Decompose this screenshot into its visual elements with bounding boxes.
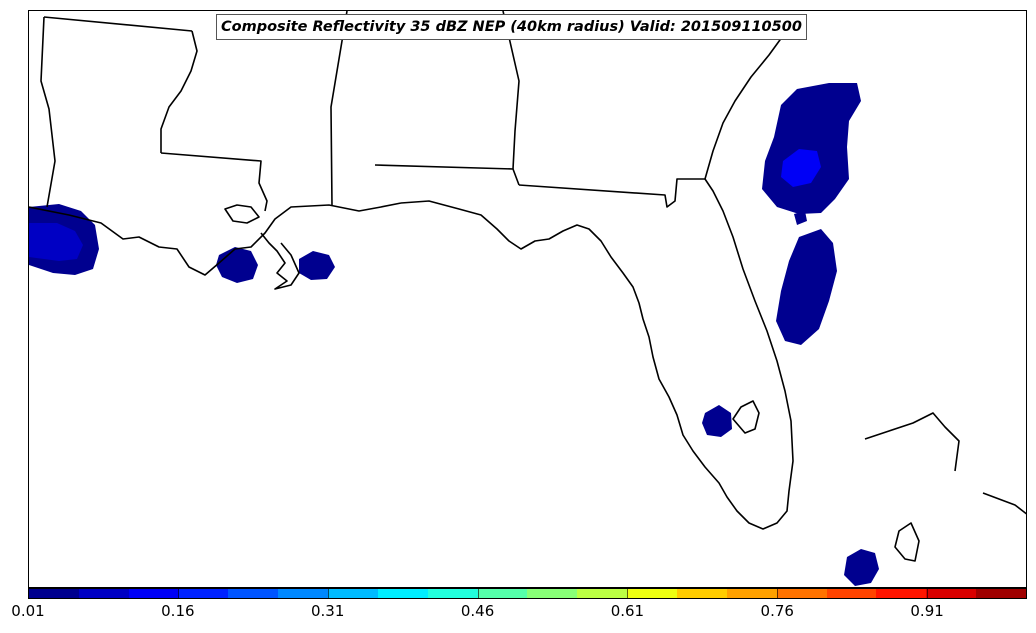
colorbar-segment	[676, 589, 727, 598]
prob-area-atlantic-north-core	[781, 149, 821, 187]
colorbar-segment	[78, 589, 129, 598]
louisiana-coast	[29, 202, 402, 276]
colorbar-tick-mark	[177, 588, 179, 599]
colorbar-segment	[377, 589, 428, 598]
colorbar-tick-mark	[777, 588, 779, 599]
colorbar-segment	[178, 589, 229, 598]
colorbar-segment	[876, 589, 927, 598]
andros-island	[894, 522, 920, 562]
colorbar-segment	[926, 589, 977, 598]
colorbar-tick-label: 0.76	[760, 602, 794, 620]
grand-bahama	[982, 492, 1026, 515]
prob-area-okeechobee	[702, 405, 732, 437]
alabama-florida-border	[374, 164, 520, 186]
probability-areas	[29, 83, 879, 586]
prob-area-atlantic-south	[776, 229, 837, 345]
colorbar	[28, 588, 1027, 599]
colorbar-segment	[627, 589, 677, 598]
mississippi-alabama-border	[330, 11, 348, 207]
coastlines-and-borders	[29, 11, 1026, 562]
colorbar-segment	[427, 589, 478, 598]
map-title: Composite Reflectivity 35 dBZ NEP (40km …	[216, 14, 807, 40]
map-canvas	[29, 11, 1026, 586]
map-panel	[28, 10, 1027, 588]
colorbar-tick-label: 0.46	[460, 602, 495, 620]
colorbar-segment	[976, 589, 1026, 598]
colorbar-segment	[328, 589, 378, 598]
colorbar-segment	[278, 589, 329, 598]
cuba-coast	[864, 412, 960, 472]
louisiana-west-edge	[40, 16, 56, 208]
colorbar-tick-mark	[327, 588, 329, 599]
colorbar-tick-mark	[477, 588, 479, 599]
colorbar-tick-label: 0.91	[910, 602, 944, 620]
colorbar-segment	[128, 589, 179, 598]
colorbar-segment	[776, 589, 827, 598]
colorbar-tick-label: 0.16	[161, 602, 195, 620]
colorbar-segment	[726, 589, 777, 598]
colorbar-tick-label: 0.31	[310, 602, 345, 620]
colorbar-tick-labels: 0.01 0.16 0.31 0.46 0.61 0.76 0.91	[0, 602, 1036, 624]
mississippi-delta-coast	[260, 232, 300, 290]
colorbar-segment	[826, 589, 877, 598]
colorbar-segment	[477, 589, 528, 598]
prob-area-bahamas	[844, 549, 879, 586]
prob-area-louisiana-core	[29, 223, 83, 261]
alabama-georgia-border	[502, 11, 520, 170]
colorbar-tick-label: 0.01	[11, 602, 45, 620]
colorbar-segment	[577, 589, 628, 598]
colorbar-tick-label: 0.61	[610, 602, 645, 620]
louisiana-mississippi-border	[160, 152, 268, 212]
louisiana-arkansas-border	[43, 16, 193, 32]
prob-area-atlantic-north-tail	[794, 211, 807, 225]
prob-area-ms-sound	[299, 251, 335, 280]
georgia-florida-border	[518, 178, 705, 208]
colorbar-tick-mark	[627, 588, 629, 599]
prob-area-delta	[216, 247, 258, 283]
mississippi-river-border	[160, 30, 198, 153]
florida-panhandle-coast	[400, 178, 794, 530]
lake-okeechobee	[732, 400, 760, 434]
colorbar-segment	[527, 589, 578, 598]
lake-pontchartrain	[224, 204, 260, 224]
colorbar-segment	[29, 589, 79, 598]
colorbar-segment	[228, 589, 279, 598]
prob-area-atlantic-north	[762, 83, 861, 214]
colorbar-tick-mark	[927, 588, 929, 599]
